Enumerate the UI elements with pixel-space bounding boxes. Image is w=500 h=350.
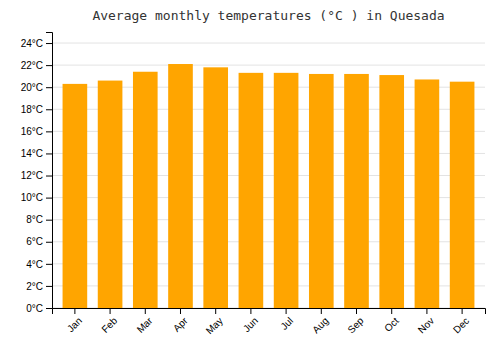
x-tick: Jun bbox=[241, 308, 260, 334]
grid bbox=[52, 43, 485, 308]
tick-mark bbox=[46, 198, 52, 199]
tick-label: 18°C bbox=[21, 104, 43, 115]
y-tick: 4°C bbox=[26, 259, 52, 270]
bar bbox=[63, 84, 88, 308]
tick-label: 0°C bbox=[26, 303, 43, 314]
x-tick: Oct bbox=[382, 308, 401, 334]
tick-label: 4°C bbox=[26, 259, 43, 270]
tick-label: 6°C bbox=[26, 236, 43, 247]
y-tick: 18°C bbox=[21, 104, 52, 115]
tick-label: 12°C bbox=[21, 170, 43, 181]
tick-label: Dec bbox=[451, 315, 471, 335]
tick-mark bbox=[145, 308, 146, 314]
tick-mark bbox=[286, 308, 287, 314]
x-axis: Jan Feb Mar Apr May Jun Jul Aug Sep Oct Nov Dec bbox=[53, 308, 486, 336]
tick-label: Mar bbox=[135, 315, 155, 335]
tick-label: Oct bbox=[382, 315, 401, 334]
y-tick: 12°C bbox=[21, 170, 52, 181]
tick-label: 20°C bbox=[21, 82, 43, 93]
bar bbox=[309, 74, 334, 308]
x-tick: Sep bbox=[345, 308, 366, 335]
tick-mark bbox=[46, 286, 52, 287]
y-tick: 8°C bbox=[26, 214, 52, 225]
tick-mark bbox=[426, 308, 427, 314]
tick-mark bbox=[46, 153, 52, 154]
y-tick: 0°C bbox=[26, 303, 52, 314]
y-tick: 22°C bbox=[21, 60, 52, 71]
tick-label: 22°C bbox=[21, 60, 43, 71]
tick-label: Jul bbox=[278, 315, 295, 332]
tick-label: Jun bbox=[241, 315, 260, 334]
bars bbox=[63, 64, 475, 308]
y-axis: 0°C 2°C 4°C 6°C 8°C 10°C 12°C 14°C 16°C 18°C 20°C 2… bbox=[21, 33, 53, 314]
y-tick: 6°C bbox=[26, 236, 52, 247]
tick-label: 16°C bbox=[21, 126, 43, 137]
tick-label: May bbox=[204, 315, 225, 336]
chart: 0°C 2°C 4°C 6°C 8°C 10°C 12°C 14°C 16°C 18°C 20°C 2… bbox=[0, 0, 500, 350]
y-tick: 14°C bbox=[21, 148, 52, 159]
tick-mark bbox=[74, 308, 75, 314]
x-tick: Dec bbox=[451, 308, 471, 335]
x-tick: May bbox=[204, 308, 225, 336]
grid-line bbox=[52, 65, 485, 66]
bar bbox=[133, 72, 158, 308]
tick-mark bbox=[391, 308, 392, 314]
bar bbox=[168, 64, 193, 308]
axis-line bbox=[46, 33, 53, 309]
tick-label: Feb bbox=[99, 315, 119, 335]
tick-mark bbox=[250, 308, 251, 314]
tick-label: Nov bbox=[416, 315, 436, 335]
tick-mark bbox=[46, 87, 52, 88]
tick-mark bbox=[46, 131, 52, 132]
x-tick: Apr bbox=[171, 308, 190, 334]
tick-mark bbox=[46, 43, 52, 44]
tick-mark bbox=[46, 264, 52, 265]
tick-mark bbox=[46, 242, 52, 243]
grid-line bbox=[52, 43, 485, 44]
bar bbox=[450, 82, 475, 308]
x-tick: Nov bbox=[416, 308, 436, 335]
tick-label: Apr bbox=[171, 315, 190, 334]
tick-mark bbox=[46, 65, 52, 66]
bar bbox=[203, 67, 228, 308]
bar bbox=[98, 81, 123, 308]
tick-label: 10°C bbox=[21, 192, 43, 203]
y-tick: 24°C bbox=[21, 38, 52, 49]
tick-label: 14°C bbox=[21, 148, 43, 159]
tick-mark bbox=[321, 308, 322, 314]
tick-label: Sep bbox=[345, 315, 366, 336]
tick-mark bbox=[462, 308, 463, 314]
tick-mark bbox=[46, 308, 52, 309]
bar bbox=[379, 75, 404, 308]
tick-mark bbox=[46, 220, 52, 221]
plot: 0°C 2°C 4°C 6°C 8°C 10°C 12°C 14°C 16°C 18°C 20°C 2… bbox=[21, 33, 486, 337]
x-tick: Mar bbox=[135, 308, 155, 335]
tick-label: Aug bbox=[310, 315, 330, 335]
y-tick: 10°C bbox=[21, 192, 52, 203]
tick-mark bbox=[215, 308, 216, 314]
bar bbox=[274, 73, 299, 308]
y-tick: 16°C bbox=[21, 126, 52, 137]
tick-label: 24°C bbox=[21, 38, 43, 49]
axis-line bbox=[53, 309, 486, 315]
bar bbox=[415, 79, 440, 308]
x-tick: Feb bbox=[99, 308, 119, 335]
tick-label: Jan bbox=[65, 315, 84, 334]
bar bbox=[239, 73, 264, 308]
tick-mark bbox=[46, 109, 52, 110]
tick-mark bbox=[110, 308, 111, 314]
bar bbox=[344, 74, 369, 308]
x-tick: Aug bbox=[310, 308, 330, 335]
title: Average monthly temperatures (°C ) in Qu… bbox=[92, 8, 444, 23]
x-tick: Jan bbox=[65, 308, 84, 334]
tick-mark bbox=[356, 308, 357, 314]
tick-mark bbox=[180, 308, 181, 314]
tick-label: 2°C bbox=[26, 281, 43, 292]
y-tick: 2°C bbox=[26, 281, 52, 292]
y-tick: 20°C bbox=[21, 82, 52, 93]
x-tick: Jul bbox=[278, 308, 295, 332]
tick-label: 8°C bbox=[26, 214, 43, 225]
tick-mark bbox=[46, 176, 52, 177]
